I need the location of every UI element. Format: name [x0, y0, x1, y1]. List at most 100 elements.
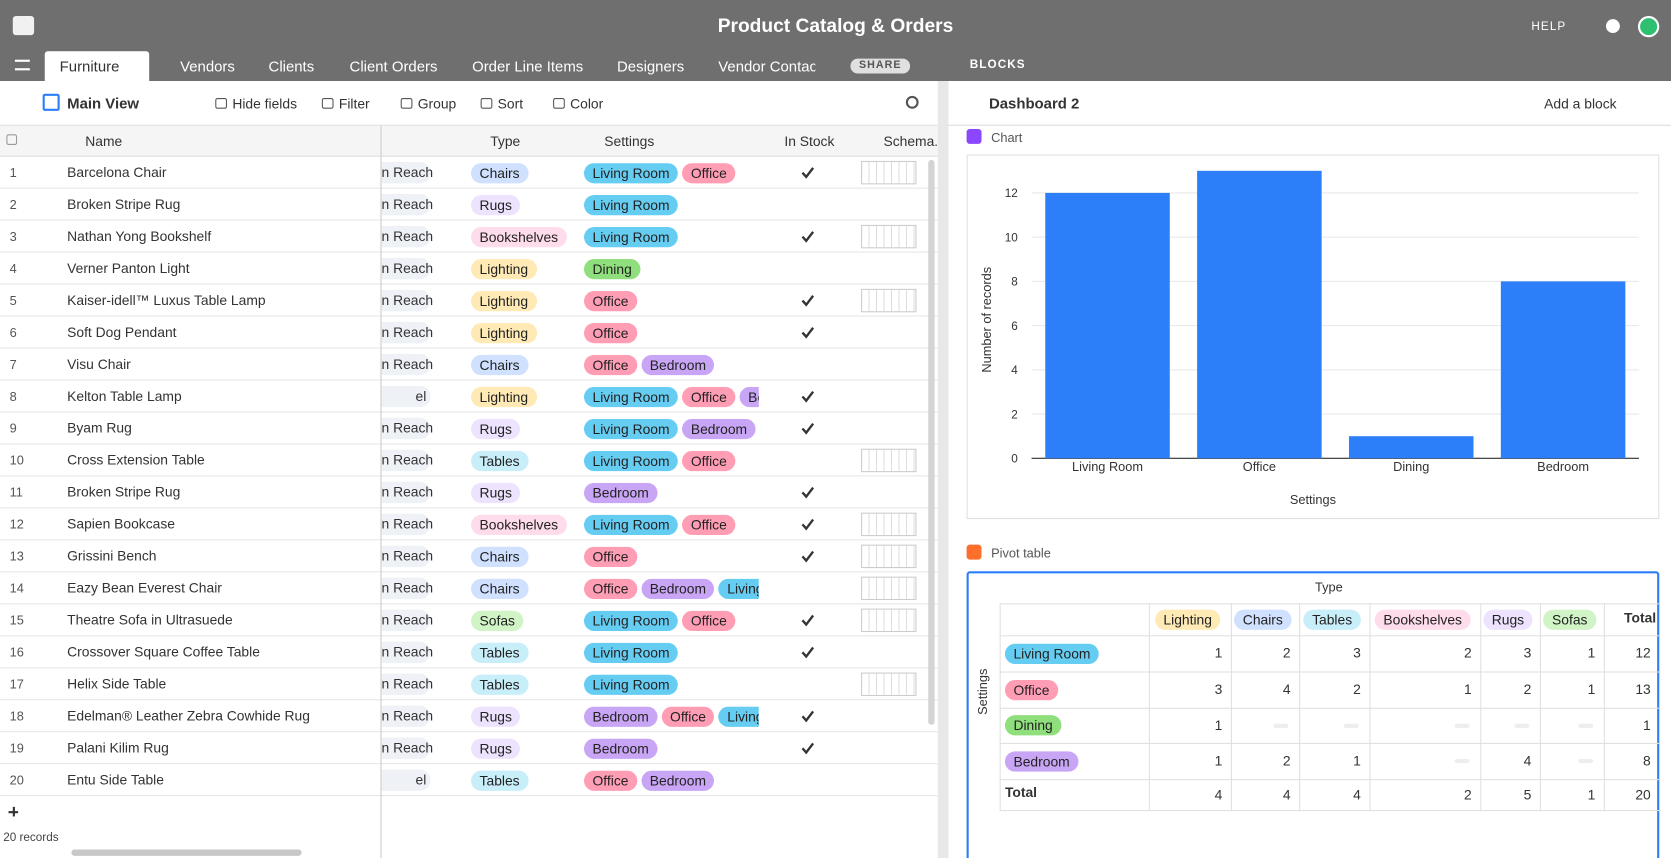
avatar[interactable] [1637, 15, 1660, 38]
y-tick-label: 10 [1005, 231, 1019, 244]
toolbar-action[interactable]: Hide fields [232, 95, 298, 112]
row[interactable]: 2 Broken Stripe Rug n Reach Rugs Living Room [0, 189, 938, 221]
pivot-value: 4 [1523, 752, 1532, 769]
chart-label[interactable]: Chart [991, 130, 1023, 145]
row-number: 13 [9, 548, 24, 564]
name: Entu Side Table [67, 771, 164, 788]
row[interactable]: 4 Verner Panton Light n Reach Lighting Dinin… [0, 253, 938, 285]
settings-cell: Living Room Office [583, 450, 759, 472]
row[interactable]: 7 Visu Chair n Reach Chairs Office Bedroom [0, 349, 938, 381]
tab[interactable]: Furniture [44, 51, 150, 82]
name: Broken Stripe Rug [67, 483, 181, 500]
tab[interactable]: Vendor Contacts [718, 57, 815, 75]
row[interactable]: 11 Broken Stripe Rug n Reach Rugs Bedroom [0, 476, 938, 509]
column-header[interactable]: In Stock [784, 133, 835, 150]
settings-cell: Living Room Office [583, 610, 759, 632]
help[interactable]: HELP [1531, 20, 1567, 34]
tab[interactable]: Client Orders [349, 57, 438, 75]
vendor: n Reach [381, 577, 433, 600]
tab[interactable]: Designers [617, 57, 685, 75]
toolbar-action[interactable]: Color [570, 95, 604, 112]
settings-tag: Living Room [583, 450, 679, 472]
row[interactable]: 10 Cross Extension Table n Reach Tables Livi… [0, 444, 938, 477]
v-scrollbar[interactable] [928, 159, 935, 725]
type-tag: Lighting [471, 290, 537, 312]
row[interactable]: 19 Palani Kilim Rug n Reach Rugs Bedroom [0, 732, 938, 765]
vendor: n Reach [381, 353, 433, 376]
name: Helix Side Table [67, 675, 167, 692]
toolbar [0, 81, 938, 126]
vendor: n Reach [381, 417, 433, 440]
y-axis-label: Number of records [979, 267, 994, 373]
row[interactable]: 5 Kaiser-idell™ Luxus Table Lamp n Reach Li… [0, 285, 938, 317]
row-number: 6 [9, 325, 17, 341]
type-tag: Tables [1303, 609, 1361, 630]
row[interactable]: 9 Byam Rug n Reach Rugs Living RoomBedroomOf… [0, 412, 938, 445]
name: Theatre Sofa in Ultrasuede [67, 611, 233, 628]
pivot-label[interactable]: Pivot table [991, 545, 1051, 561]
tab[interactable]: Vendors [180, 57, 235, 75]
row[interactable]: 15 Theatre Sofa in Ultrasuede n Reach Sofas… [0, 604, 938, 637]
scrollbar[interactable] [71, 849, 302, 856]
pivot-value: 2 [1353, 681, 1361, 698]
chart: 0 2 4 6 8 10 12 Living Room Office Dining Bedroom S… [979, 170, 1640, 507]
bar [1348, 436, 1474, 459]
column-header[interactable]: Settings [604, 133, 655, 150]
pivot-grid [999, 603, 1661, 811]
schema-thumb [861, 448, 917, 473]
toolbar-action[interactable]: Filter [338, 95, 370, 112]
base-title[interactable]: Product Catalog & Orders [717, 14, 954, 37]
row[interactable]: 3 Nathan Yong Bookshelf n Reach Bookshelves… [0, 221, 938, 253]
row[interactable]: 1 Barcelona Chair n Reach Chairs Living Room… [0, 157, 938, 189]
settings-tag: Bedroom [583, 738, 658, 759]
pivot-value: 4 [1282, 786, 1291, 803]
add-block[interactable]: Add a block [1544, 95, 1617, 112]
vendor: n Reach [381, 673, 433, 695]
row[interactable]: 13 Grissini Bench n Reach Chairs Office [0, 540, 938, 573]
settings-tag: Living Room [583, 195, 679, 216]
view-name[interactable]: Main View [67, 94, 140, 112]
row[interactable]: 12 Sapien Bookcase n Reach Bookshelves Livin… [0, 508, 938, 541]
pivot-value: 4 [1282, 681, 1291, 698]
row[interactable]: 14 Eazy Bean Everest Chair n Reach Chairs Of… [0, 572, 938, 605]
type-tag: Rugs [471, 195, 521, 216]
pivot-value: 12 [1635, 644, 1651, 661]
name: Soft Dog Pendant [67, 324, 177, 341]
select-all[interactable] [6, 134, 18, 145]
settings-tag: Office [682, 386, 736, 408]
tab[interactable]: Order Line Items [472, 57, 584, 75]
checkmark [801, 327, 815, 339]
empty-cell [1514, 723, 1530, 728]
dashboard-title[interactable]: Dashboard 2 [988, 94, 1080, 112]
panel-divider [937, 81, 949, 858]
column-header[interactable]: Schema... [883, 133, 936, 150]
row[interactable]: 17 Helix Side Table n Reach Tables Living Ro… [0, 668, 938, 701]
row[interactable]: 18 Edelman® Leather Zebra Cowhide Rug n Re… [0, 700, 938, 733]
column-header[interactable]: Name [85, 133, 123, 150]
row[interactable]: 8 Kelton Table Lamp el Lighting Living Room O… [0, 381, 938, 413]
settings-tag: Living Room [583, 514, 679, 536]
settings-cell: Living RoomBedroomOffice [583, 418, 759, 440]
row[interactable]: 20 Entu Side Table el Tables Office Bedroom [0, 764, 938, 797]
settings-cell: BedroomOfficeLiving Room [583, 706, 759, 728]
row[interactable]: 6 Soft Dog Pendant n Reach Lighting Office [0, 317, 938, 349]
total-label: Total [1004, 784, 1038, 801]
menu[interactable] [14, 59, 30, 71]
x-tick-label: Office [1243, 459, 1276, 474]
toolbar-action[interactable]: Sort [497, 95, 524, 112]
search[interactable] [905, 95, 919, 109]
share-button[interactable]: SHARE [850, 58, 911, 74]
column-header[interactable]: Type [490, 133, 521, 150]
settings-tag: Living Room [1004, 643, 1100, 664]
row-number: 3 [9, 229, 17, 245]
pivot-value: 3 [1523, 644, 1532, 661]
settings-tag: Dining [1004, 715, 1062, 736]
tab[interactable]: Clients [268, 57, 315, 75]
row-number: 4 [9, 261, 17, 277]
blocks-button[interactable]: BLOCKS [969, 58, 1026, 72]
settings-tag: Bedroom [583, 482, 658, 504]
toolbar-action[interactable]: Group [417, 95, 457, 112]
bar [1197, 170, 1322, 459]
notifications[interactable] [1605, 19, 1620, 34]
row[interactable]: 16 Crossover Square Coffee Table n Reach Ta… [0, 636, 938, 669]
